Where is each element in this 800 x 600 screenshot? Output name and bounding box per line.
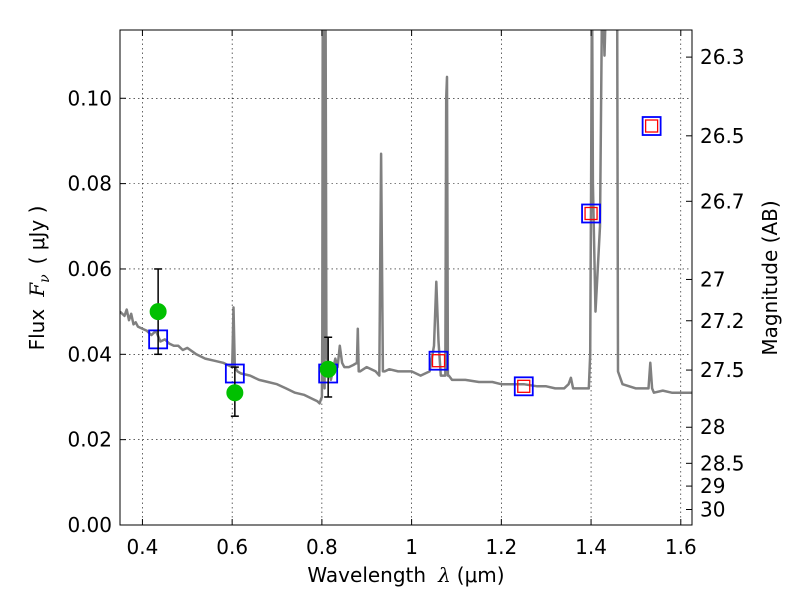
y-tick-label: 0.10 — [67, 86, 112, 110]
y2-tick-label: 26.5 — [700, 124, 745, 148]
y2-tick-label: 27 — [700, 267, 725, 291]
y-tick-label: 0.08 — [67, 172, 112, 196]
y-tick-label: 0.02 — [67, 428, 112, 452]
observed-point — [319, 360, 337, 378]
y2-tick-label: 29 — [700, 474, 725, 498]
x-tick-label: 0.8 — [306, 535, 338, 559]
red-square-marker — [584, 206, 598, 221]
y2-tick-label: 26.3 — [700, 45, 745, 69]
y2-tick-label: 28 — [700, 415, 725, 439]
y2-tick-label: 30 — [700, 498, 725, 522]
x-axis-label: Wavelength λ (μm) — [307, 563, 504, 587]
y2-tick-label: 27.2 — [700, 309, 745, 333]
blue-square-marker — [428, 350, 449, 371]
red-square-marker — [431, 354, 446, 368]
y2-tick-label: 27.5 — [700, 358, 745, 382]
ticks: 0.4 0.6 0.8 1 1.2 1.4 1.6 0.00 0.02 0.04 0.06 0.08 0… — [67, 30, 745, 559]
markers — [148, 116, 662, 417]
red-square-marker — [644, 119, 659, 133]
y2-axis-label: Magnitude (AB) — [758, 200, 782, 355]
blue-square-marker — [513, 376, 534, 397]
y-axis-label: FluxFν( μJy ) — [25, 206, 53, 351]
y-tick-label: 0.04 — [67, 342, 112, 366]
y-tick-label: 0.06 — [67, 257, 112, 281]
blue-square-marker — [641, 116, 662, 136]
y2-tick-label: 26.7 — [700, 189, 745, 213]
x-tick-label: 0.6 — [216, 535, 248, 559]
red-square-marker — [517, 379, 531, 393]
x-tick-label: 1 — [405, 535, 418, 559]
y2-tick-label: 28.5 — [700, 451, 745, 475]
plot-frame — [119, 29, 693, 526]
blue-square-marker — [581, 203, 601, 224]
x-tick-label: 0.4 — [127, 535, 159, 559]
y-tick-label: 0.00 — [67, 513, 112, 537]
x-tick-label: 1.6 — [665, 535, 697, 559]
observed-point — [149, 303, 167, 321]
x-tick-label: 1.2 — [485, 535, 517, 559]
x-tick-label: 1.4 — [575, 535, 607, 559]
observed-point — [226, 384, 244, 402]
